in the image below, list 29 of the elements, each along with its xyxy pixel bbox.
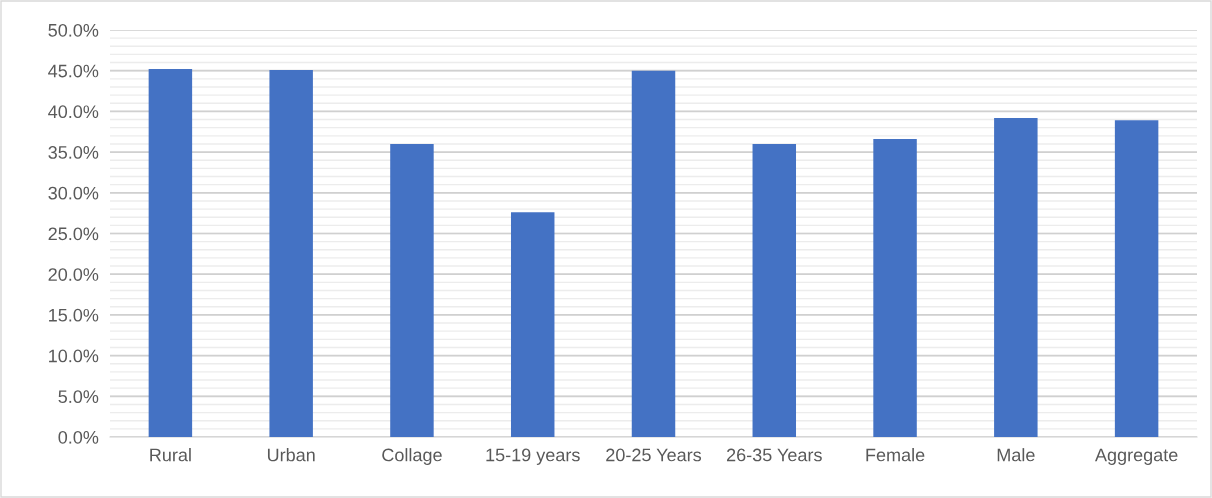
bar <box>269 69 313 437</box>
x-tick-label: Collage <box>382 448 442 465</box>
y-tick-label: 15.0% <box>49 308 99 322</box>
x-tick-label: Urban <box>267 448 315 462</box>
y-tick-label: 20.0% <box>48 268 99 281</box>
y-tick-label: 5.0% <box>58 390 99 404</box>
bar <box>631 70 676 437</box>
bar <box>994 117 1038 437</box>
x-tick-label: 20-25 Years <box>606 448 702 462</box>
bar <box>1114 120 1159 437</box>
x-tick-label: Aggregate <box>1094 448 1178 465</box>
y-tick-label: 30.0% <box>48 186 99 200</box>
x-tick-label: 15-19 years <box>486 448 580 465</box>
y-tick-label: 25.0% <box>48 227 99 241</box>
y-tick-label: 0.0% <box>58 430 99 444</box>
x-tick-label: Female <box>866 448 925 462</box>
bar <box>510 212 555 437</box>
y-tick-label: 35.0% <box>48 146 99 159</box>
bar <box>873 139 917 437</box>
x-tick-label: 26-35 Years <box>726 448 822 462</box>
x-tick-label: Rural <box>150 448 191 462</box>
y-tick-label: 40.0% <box>48 105 99 119</box>
y-tick-label: 50.0% <box>48 23 99 37</box>
y-tick-label: 45.0% <box>48 64 99 78</box>
y-tick-label: 10.0% <box>49 349 99 363</box>
bar <box>148 69 193 437</box>
x-tick-label: Male <box>997 448 1035 462</box>
bar <box>752 143 797 437</box>
bar <box>390 143 434 437</box>
